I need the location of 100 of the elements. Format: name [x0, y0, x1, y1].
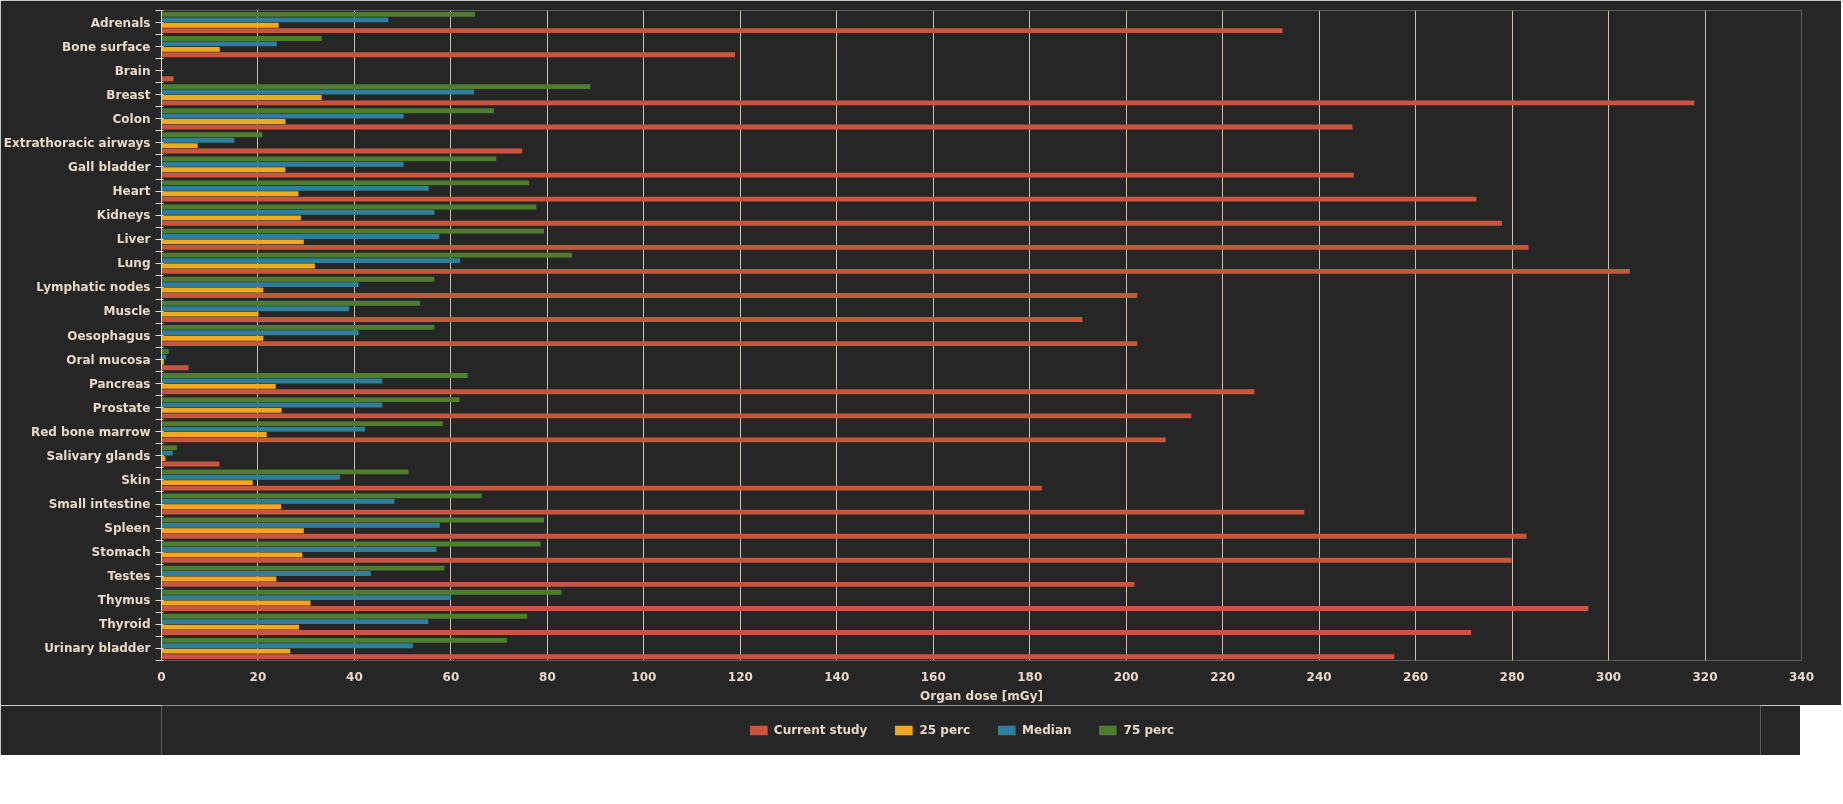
bar: [161, 17, 389, 23]
y-tick-label: Pancreas: [88, 376, 151, 391]
x-tick-label: 300: [1596, 669, 1622, 684]
bar: [161, 383, 276, 389]
bar: [161, 258, 461, 264]
y-tick-label: Breast: [106, 87, 151, 102]
bar: [161, 589, 562, 595]
bar: [161, 557, 1512, 563]
bar: [161, 317, 1083, 322]
x-tick-label: 200: [1113, 669, 1139, 684]
y-tick-label: Stomach: [91, 545, 151, 560]
bar: [161, 619, 429, 625]
bar: [161, 108, 494, 114]
y-tick-label: Testes: [107, 569, 151, 584]
bar: [161, 209, 435, 215]
bar: [161, 493, 482, 499]
x-tick-label: 220: [1210, 669, 1236, 684]
bar: [161, 413, 1192, 419]
bar: [161, 228, 545, 234]
bar: [161, 268, 1630, 274]
bar: [161, 252, 572, 258]
y-tick-label: Heart: [112, 184, 151, 199]
bar: [161, 293, 1138, 298]
bar: [161, 407, 282, 413]
x-tick-label: 60: [442, 669, 460, 684]
y-tick-label: Kidneys: [96, 208, 151, 223]
y-tick-label: Colon: [112, 111, 151, 126]
bar: [161, 571, 371, 576]
y-tick-label: Oesophagus: [67, 328, 151, 343]
bar: [161, 220, 1502, 226]
bar: [161, 132, 263, 138]
x-tick-label: 100: [631, 669, 657, 684]
bar: [161, 349, 169, 354]
bar: [161, 244, 1529, 250]
bar: [161, 46, 220, 52]
y-tick-label: Liver: [116, 232, 151, 247]
bar: [161, 373, 468, 378]
bar: [161, 282, 359, 288]
bar: [161, 637, 507, 643]
y-tick-label: Urinary bladder: [44, 641, 151, 656]
y-tick-label: Small intestine: [48, 497, 151, 512]
bar: [161, 445, 177, 451]
bar: [161, 397, 460, 403]
legend-label: Median: [1022, 723, 1072, 737]
bar: [161, 595, 451, 601]
x-tick-label: 120: [727, 669, 753, 684]
bar: [161, 474, 340, 480]
x-tick-label: 20: [249, 669, 267, 684]
bar: [161, 552, 303, 558]
bar: [161, 180, 530, 186]
bar: [161, 648, 291, 654]
x-tick-label: 280: [1499, 669, 1525, 684]
bar: [161, 509, 1305, 515]
bar: [161, 41, 277, 47]
bar: [161, 156, 497, 162]
y-tick-label: Skin: [121, 472, 151, 487]
bar: [161, 341, 1138, 347]
legend-label: Current study: [773, 723, 868, 737]
x-tick-label: 180: [1017, 669, 1043, 684]
bar: [161, 28, 1283, 34]
bar: [161, 215, 301, 221]
x-tick-label: 260: [1403, 669, 1429, 684]
bar: [161, 606, 1589, 611]
y-tick-label: Gall bladder: [68, 159, 151, 174]
bar: [161, 421, 443, 427]
bar: [161, 389, 1255, 395]
y-tick-label: Lymphatic nodes: [36, 280, 151, 295]
bar: [161, 426, 366, 432]
bar: [161, 522, 440, 528]
bar: [161, 95, 322, 100]
bar: [161, 239, 304, 245]
legend-label: 25 perc: [919, 723, 971, 737]
y-tick-label: Spleen: [104, 521, 151, 536]
bar: [161, 113, 404, 119]
bar: [161, 119, 286, 124]
x-axis-title: Organ dose [mGy]: [920, 688, 1043, 703]
y-tick-label: Adrenals: [90, 15, 151, 30]
bar: [161, 276, 435, 282]
bar: [161, 84, 591, 90]
bar: [161, 311, 259, 317]
bar: [161, 300, 421, 306]
bar: [161, 469, 409, 475]
y-tick-label: Lung: [117, 256, 151, 271]
y-tick-label: Thyroid: [99, 617, 151, 632]
bar: [161, 643, 413, 649]
bar: [161, 11, 476, 17]
bar: [161, 335, 264, 341]
bar: [161, 630, 1472, 635]
bar: [161, 76, 174, 82]
bar: [161, 36, 322, 41]
bar: [161, 498, 395, 504]
bar: [161, 624, 299, 630]
bar: [161, 504, 282, 510]
y-tick-label: Extrathoracic airways: [3, 135, 151, 150]
bar: [161, 52, 736, 58]
y-tick-label: Oral mucosa: [66, 352, 151, 367]
y-tick-label: Bone surface: [62, 39, 151, 54]
bar: [161, 528, 304, 534]
y-tick-label: Brain: [114, 63, 151, 78]
x-tick-label: 80: [539, 669, 556, 684]
